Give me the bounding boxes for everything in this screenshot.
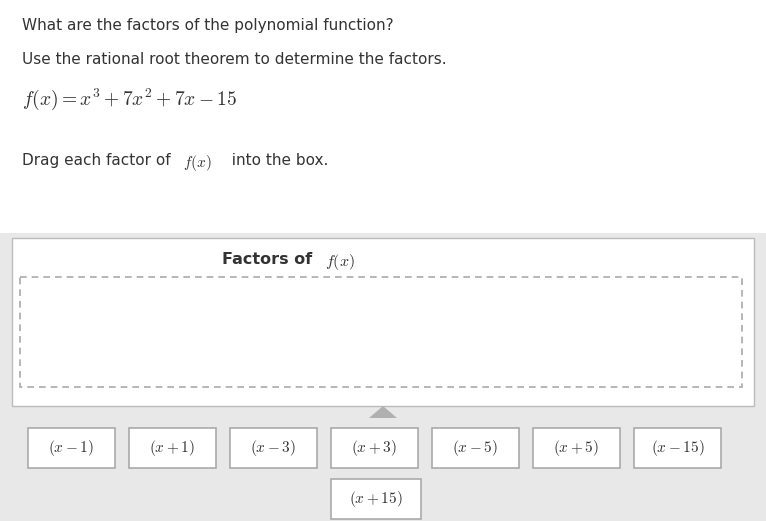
Polygon shape	[369, 406, 397, 418]
Text: $(x + 15)$: $(x + 15)$	[349, 489, 403, 509]
Text: $(x - 1)$: $(x - 1)$	[48, 438, 94, 458]
Bar	[230, 428, 317, 468]
Text: What are the factors of the polynomial function?: What are the factors of the polynomial f…	[22, 18, 394, 33]
Bar	[0, 233, 766, 521]
Bar	[634, 428, 721, 468]
Bar	[331, 479, 421, 519]
Text: Factors of: Factors of	[221, 252, 323, 267]
Text: Use the rational root theorem to determine the factors.: Use the rational root theorem to determi…	[22, 52, 447, 67]
Text: into the box.: into the box.	[222, 153, 329, 168]
Bar	[533, 428, 620, 468]
Text: Drag each factor of: Drag each factor of	[22, 153, 175, 168]
Text: $(x + 3)$: $(x + 3)$	[352, 438, 398, 458]
Bar	[20, 277, 742, 387]
Bar	[129, 428, 216, 468]
Text: $f(x)$: $f(x)$	[325, 252, 355, 272]
Text: $(x - 5)$: $(x - 5)$	[453, 438, 499, 458]
Bar	[28, 428, 115, 468]
Text: $(x + 5)$: $(x + 5)$	[554, 438, 600, 458]
Text: $f(x) = x^3 + 7x^2 + 7x - 15$: $f(x) = x^3 + 7x^2 + 7x - 15$	[22, 87, 237, 113]
Text: $(x + 1)$: $(x + 1)$	[149, 438, 195, 458]
Text: $f(x)$: $f(x)$	[183, 153, 211, 173]
Bar	[12, 238, 754, 406]
Bar	[331, 428, 418, 468]
Bar	[432, 428, 519, 468]
Text: $(x - 15)$: $(x - 15)$	[650, 438, 704, 458]
Text: $(x - 3)$: $(x - 3)$	[250, 438, 296, 458]
